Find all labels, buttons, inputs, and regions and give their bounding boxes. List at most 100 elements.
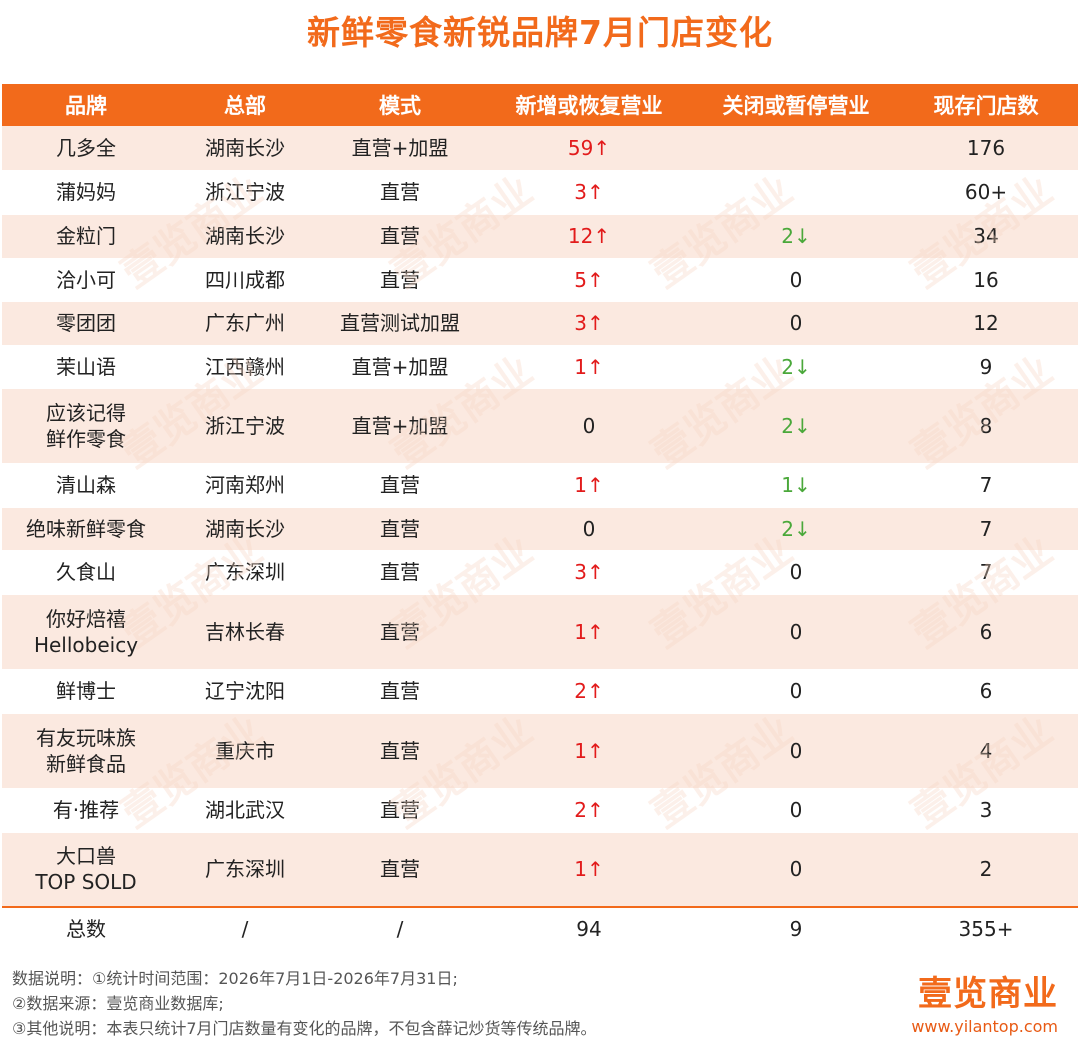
mode-cell: 直营 xyxy=(320,788,480,833)
hq-cell: 湖北武汉 xyxy=(170,788,320,833)
mode-cell: 直营 xyxy=(320,507,480,551)
stores-cell: 6 xyxy=(894,594,1078,670)
brand-cell: 有·推荐 xyxy=(2,788,170,833)
stores-cell: 16 xyxy=(894,258,1078,302)
brand-cell: 几多全 xyxy=(2,126,170,171)
closed-cell xyxy=(698,170,894,215)
added-cell: 12↑ xyxy=(480,214,698,259)
brand-name-line: 茉山语 xyxy=(56,354,116,379)
added-cell: 0 xyxy=(480,507,698,551)
mode-cell: 直营+加盟 xyxy=(320,126,480,171)
brand-name-line: 蒲妈妈 xyxy=(56,180,116,204)
brand-cell: 应该记得 鲜作零食 xyxy=(2,388,170,464)
hq-cell: 广东深圳 xyxy=(170,550,320,595)
added-cell: 59↑ xyxy=(480,126,698,171)
added-cell: 2↑ xyxy=(480,669,698,714)
added-cell: 3↑ xyxy=(480,170,698,215)
brand-name-line: 新鲜食品 xyxy=(46,751,126,776)
stores-cell: 7 xyxy=(894,463,1078,508)
brand-name-line: 鲜博士 xyxy=(56,679,116,703)
header-added: 新增或恢复营业 xyxy=(480,84,698,126)
hq-cell: 浙江宁波 xyxy=(170,170,320,215)
table-row: 茉山语 江西赣州 直营+加盟 1↑ 2↓ 9 xyxy=(2,345,1078,389)
mode-cell: 直营 xyxy=(320,594,480,670)
brand-name-line: 零团团 xyxy=(56,311,116,335)
hq-cell: 辽宁沈阳 xyxy=(170,669,320,714)
brand-logo: 壹览商业 www.yilantop.com xyxy=(911,966,1058,1036)
closed-cell: 0 xyxy=(698,713,894,789)
closed-cell: 0 xyxy=(698,550,894,595)
table-header-row: 品牌 总部 模式 新增或恢复营业 关闭或暂停营业 现存门店数 xyxy=(2,84,1078,126)
table-row: 洽小可 四川成都 直营 5↑ 0 16 xyxy=(2,258,1078,302)
added-cell: 1↑ xyxy=(480,594,698,670)
mode-cell: 直营 xyxy=(320,258,480,302)
total-label: 总数 xyxy=(2,906,170,951)
closed-cell: 0 xyxy=(698,594,894,670)
added-cell: 5↑ xyxy=(480,258,698,302)
brand-name-line: 有·推荐 xyxy=(52,798,120,822)
added-cell: 1↑ xyxy=(480,463,698,508)
header-mode: 模式 xyxy=(320,84,480,126)
brand-cell: 大口兽 TOP SOLD xyxy=(2,832,170,908)
data-notes: 数据说明：①统计时间范围：2026年7月1日-2026年7月31日; ②数据来源… xyxy=(12,966,597,1041)
header-stores: 现存门店数 xyxy=(894,84,1078,126)
hq-cell: 湖南长沙 xyxy=(170,507,320,551)
table-row: 蒲妈妈 浙江宁波 直营 3↑ 60+ xyxy=(2,170,1078,215)
brand-cell: 洽小可 xyxy=(2,258,170,302)
brand-name-line: Hellobeicy xyxy=(33,632,139,657)
brand-name-line: 几多全 xyxy=(56,135,116,160)
total-mode: / xyxy=(320,906,480,951)
brand-name-line: 金粒门 xyxy=(56,224,116,248)
brand-name-line: 应该记得 xyxy=(46,400,126,425)
hq-cell: 湖南长沙 xyxy=(170,214,320,259)
brand-name-line: 你好焙禧 xyxy=(46,606,126,631)
added-cell: 0 xyxy=(480,388,698,464)
table-row: 绝味新鲜零食 湖南长沙 直营 0 2↓ 7 xyxy=(2,507,1078,551)
added-cell: 2↑ xyxy=(480,788,698,833)
closed-cell: 0 xyxy=(698,301,894,346)
logo-url: www.yilantop.com xyxy=(911,1017,1058,1036)
brand-cell: 金粒门 xyxy=(2,214,170,259)
closed-cell: 0 xyxy=(698,669,894,714)
brand-cell: 茉山语 xyxy=(2,345,170,389)
mode-cell: 直营+加盟 xyxy=(320,345,480,389)
hq-cell: 浙江宁波 xyxy=(170,388,320,464)
brand-cell: 鲜博士 xyxy=(2,669,170,714)
stores-cell: 60+ xyxy=(894,170,1078,215)
added-cell: 3↑ xyxy=(480,550,698,595)
mode-cell: 直营+加盟 xyxy=(320,388,480,464)
total-closed: 9 xyxy=(698,906,894,951)
table-row: 大口兽 TOP SOLD 广东深圳 直营 1↑ 0 2 xyxy=(2,832,1078,908)
hq-cell: 吉林长春 xyxy=(170,594,320,670)
stores-cell: 12 xyxy=(894,301,1078,346)
hq-cell: 四川成都 xyxy=(170,258,320,302)
hq-cell: 河南郑州 xyxy=(170,463,320,508)
brand-name-line: 绝味新鲜零食 xyxy=(26,516,146,541)
mode-cell: 直营 xyxy=(320,713,480,789)
hq-cell: 江西赣州 xyxy=(170,345,320,389)
closed-cell: 2↓ xyxy=(698,345,894,389)
stores-cell: 7 xyxy=(894,507,1078,551)
brand-cell: 蒲妈妈 xyxy=(2,170,170,215)
closed-cell: 0 xyxy=(698,832,894,908)
brand-cell: 清山森 xyxy=(2,463,170,508)
stores-cell: 8 xyxy=(894,388,1078,464)
stores-cell: 6 xyxy=(894,669,1078,714)
table-row: 鲜博士 辽宁沈阳 直营 2↑ 0 6 xyxy=(2,669,1078,714)
closed-cell: 2↓ xyxy=(698,214,894,259)
header-hq: 总部 xyxy=(170,84,320,126)
stores-cell: 7 xyxy=(894,550,1078,595)
brand-cell: 零团团 xyxy=(2,301,170,346)
total-row: 总数 / / 94 9 355+ xyxy=(2,906,1078,951)
stores-cell: 34 xyxy=(894,214,1078,259)
table-row: 金粒门 湖南长沙 直营 12↑ 2↓ 34 xyxy=(2,214,1078,259)
store-change-table: 品牌 总部 模式 新增或恢复营业 关闭或暂停营业 现存门店数 几多全 湖南长沙 直营… xyxy=(2,84,1078,951)
total-hq: / xyxy=(170,906,320,951)
table-row: 你好焙禧 Hellobeicy 吉林长春 直营 1↑ 0 6 xyxy=(2,594,1078,670)
mode-cell: 直营 xyxy=(320,170,480,215)
hq-cell: 重庆市 xyxy=(170,713,320,789)
total-added: 94 xyxy=(480,906,698,951)
stores-cell: 2 xyxy=(894,832,1078,908)
table-row: 清山森 河南郑州 直营 1↑ 1↓ 7 xyxy=(2,463,1078,508)
